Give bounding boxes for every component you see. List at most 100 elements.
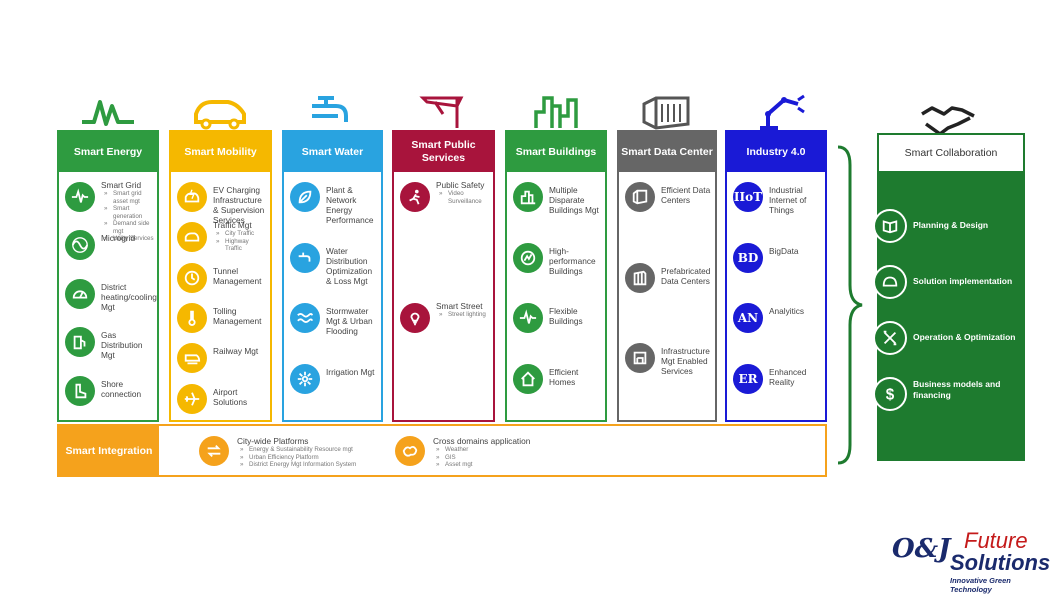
street-light-icon bbox=[419, 96, 464, 128]
train-icon bbox=[177, 343, 207, 374]
item-text: Microgrid bbox=[101, 233, 154, 243]
item-label: Industrial Internet of Things bbox=[769, 185, 807, 215]
arrows-icon bbox=[199, 436, 229, 466]
list-item: High-performance Buildings bbox=[507, 241, 605, 281]
collaboration-item: $ Business models and financing bbox=[873, 377, 1023, 413]
collaboration-label: Planning & Design bbox=[913, 220, 989, 230]
item-text: Analyitics bbox=[769, 306, 822, 316]
item-label: Stormwater Mgt & Urban Flooding bbox=[326, 306, 373, 336]
dollar-icon: $ bbox=[873, 377, 907, 411]
integration-sub: Asset mgt bbox=[433, 461, 592, 469]
car-icon bbox=[194, 100, 246, 130]
logo-future: Future bbox=[964, 528, 1028, 553]
helmet-icon bbox=[873, 265, 907, 299]
badge-iiot: IIoT bbox=[733, 182, 763, 212]
integration-item-cross: Cross domains application Weather GIS As… bbox=[395, 434, 595, 474]
column-title: Smart Energy bbox=[59, 132, 157, 172]
list-item: District heating/cooling Mgt bbox=[59, 277, 157, 317]
column-smart-energy: Smart Energy Smart GridSmart grid asset m… bbox=[57, 130, 159, 422]
map-icon bbox=[395, 436, 425, 466]
pulse-icon bbox=[513, 303, 543, 333]
list-item: Tunnel Management bbox=[171, 261, 270, 301]
smart-integration-title: Smart Integration bbox=[59, 426, 159, 475]
collaboration-item: Solution implementation bbox=[873, 265, 1023, 301]
column-smart-water: Smart Water Plant & Network Energy Perfor… bbox=[282, 130, 383, 422]
ev-charger-icon bbox=[177, 182, 207, 212]
item-text: Water Distribution Optimization & Loss M… bbox=[326, 246, 378, 286]
integration-label: City-wide Platforms bbox=[237, 436, 309, 446]
item-text: Tunnel Management bbox=[213, 266, 267, 286]
list-item: Multiple Disparate Buildings Mgt bbox=[507, 180, 605, 220]
item-label: Prefabricated Data Centers bbox=[661, 265, 711, 286]
item-sub-label: Video Surveillance bbox=[436, 190, 490, 205]
list-item: IIoT Industrial Internet of Things bbox=[727, 180, 825, 220]
list-item: Traffic MgtCity TrafficHighway Traffic bbox=[171, 220, 270, 260]
item-sub-label: Highway Traffic bbox=[213, 238, 267, 253]
item-label: Enhanced Reality bbox=[769, 366, 807, 387]
column-smart-buildings: Smart Buildings Multiple Disparate Buildi… bbox=[505, 130, 607, 422]
item-label: High-performance Buildings bbox=[549, 245, 596, 276]
item-label: Gas Distribution Mgt bbox=[101, 330, 143, 361]
curly-brace bbox=[837, 145, 863, 465]
item-label: Airport Solutions bbox=[213, 386, 248, 407]
logo-solutions: Solutions bbox=[950, 550, 1051, 575]
item-label: Multiple Disparate Buildings Mgt bbox=[549, 185, 599, 215]
item-sub-label: Demand side mgt bbox=[101, 220, 154, 235]
item-sub-label: Smart generation bbox=[101, 205, 154, 220]
item-label: Irrigation Mgt bbox=[326, 366, 375, 377]
badge-er: ER bbox=[733, 363, 763, 394]
logo: O&J Future Solutions Innovative Green Te… bbox=[892, 528, 1052, 594]
column-smart-mobility: Smart Mobility EV Charging Infrastructure… bbox=[169, 130, 272, 422]
item-label: Railway Mgt bbox=[213, 346, 259, 357]
server-icon bbox=[625, 343, 655, 374]
item-sub-label: Smart grid asset mgt bbox=[101, 190, 154, 205]
gas-pump-icon bbox=[65, 327, 95, 358]
item-label: Smart Grid bbox=[101, 180, 142, 190]
item-label: Efficient Homes bbox=[549, 366, 579, 387]
item-label: Infrastructure Mgt Enabled Services bbox=[661, 346, 710, 377]
item-label: Smart Street bbox=[436, 301, 483, 311]
chart-building-icon bbox=[513, 242, 543, 273]
item-text: High-performance Buildings bbox=[549, 246, 602, 276]
item-text: Shore connection bbox=[101, 379, 154, 399]
home-icon bbox=[513, 363, 543, 394]
list-item: Flexible Buildings bbox=[507, 301, 605, 341]
item-label: Public Safety bbox=[436, 180, 485, 190]
badge-bd: BD bbox=[733, 242, 763, 273]
integration-sub: Energy & Sustainability Resource mgt bbox=[237, 446, 396, 454]
column-title: Smart Data Center bbox=[619, 132, 715, 172]
item-label: BigData bbox=[769, 245, 799, 256]
item-text: Public SafetyVideo Surveillance bbox=[436, 180, 490, 205]
item-text: Enhanced Reality bbox=[769, 367, 822, 387]
item-label: Microgrid bbox=[101, 233, 136, 244]
thermometer-icon bbox=[177, 303, 207, 333]
collaboration-label: Solution implementation bbox=[913, 276, 1013, 286]
list-item: Airport Solutions bbox=[171, 382, 270, 422]
robot-arm-icon bbox=[760, 94, 805, 130]
item-text: Tolling Management bbox=[213, 306, 267, 326]
list-item: EV Charging Infrastructure & Supervision… bbox=[171, 180, 270, 225]
list-item: Public SafetyVideo Surveillance bbox=[394, 180, 493, 220]
item-text: Gas Distribution Mgt bbox=[101, 330, 154, 360]
buildings-icon bbox=[513, 182, 543, 212]
list-item: Smart StreetStreet lighting bbox=[394, 301, 493, 341]
runner-icon bbox=[400, 182, 430, 212]
list-item: Stormwater Mgt & Urban Flooding bbox=[284, 301, 381, 341]
datacenter-icon bbox=[625, 182, 655, 212]
integration-sub: GIS bbox=[433, 454, 592, 462]
smart-collaboration-title: Smart Collaboration bbox=[879, 135, 1023, 171]
item-text: Traffic MgtCity TrafficHighway Traffic bbox=[213, 220, 267, 253]
logo-tagline: Innovative Green Technology bbox=[950, 576, 1011, 594]
book-icon bbox=[873, 209, 907, 243]
item-text: Infrastructure Mgt Enabled Services bbox=[661, 346, 712, 376]
item-sub-label: Utility Services bbox=[101, 235, 154, 243]
item-text: Efficient Homes bbox=[549, 367, 602, 387]
list-item: Prefabricated Data Centers bbox=[619, 261, 715, 301]
list-item: ER Enhanced Reality bbox=[727, 362, 825, 402]
item-sub-label: City Traffic bbox=[213, 230, 267, 238]
list-item: Efficient Data Centers bbox=[619, 180, 715, 220]
item-sub-label: Street lighting bbox=[436, 311, 490, 319]
badge-an: AN bbox=[733, 303, 763, 333]
column-title: Smart Mobility bbox=[171, 132, 270, 172]
